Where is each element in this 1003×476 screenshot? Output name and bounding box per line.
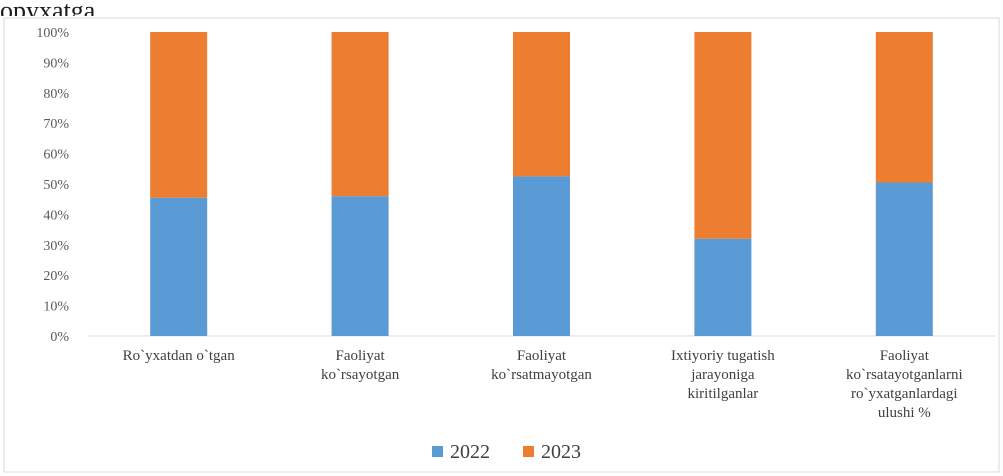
y-tick-label: 80% <box>43 87 69 102</box>
x-category-label: Faoliyat ko`rsatayotganlarni ro`yxatganlar… <box>846 348 963 421</box>
x-category-label-line: ko`rsatayotganlarni <box>846 367 963 383</box>
x-category-label-line: Faoliyat <box>517 348 567 364</box>
legend-label-2023: 2023 <box>541 441 581 463</box>
x-category-label: Ixtiyoriy tugatish jarayoniga kiritilganla… <box>671 348 775 402</box>
y-tick-label: 60% <box>43 148 69 163</box>
bar-2023-5 <box>875 32 933 183</box>
bars <box>150 32 933 336</box>
bar-2023-2 <box>331 32 389 197</box>
legend-swatch-2023 <box>523 446 534 457</box>
x-category-label-line: ro`yxatganlardagi <box>851 386 958 402</box>
x-category-label-line: Faoliyat <box>880 348 930 364</box>
y-tick-label: 40% <box>43 208 69 223</box>
y-tick-label: 90% <box>43 56 69 71</box>
x-category-label-line: ko`rsayotgan <box>321 367 400 383</box>
x-category-label: Faoliyat ko`rsatmayotgan <box>491 348 592 383</box>
bar-2023-4 <box>694 32 752 239</box>
bar-2022-1 <box>150 197 208 336</box>
y-tick-label: 0% <box>50 330 69 345</box>
x-category-label-line: ko`rsatmayotgan <box>491 367 592 383</box>
bar-2022-5 <box>875 182 933 336</box>
cropped-heading-text: opyxatga <box>0 0 96 16</box>
y-axis: 0% 10% 20% 30% 40% 50% 60% 70% 80% 90% 100% <box>36 26 995 345</box>
y-tick-label: 20% <box>43 269 69 284</box>
legend-swatch-2022 <box>432 446 443 457</box>
x-category-label-line: Faoliyat <box>336 348 386 364</box>
bar-2022-3 <box>513 176 570 336</box>
y-tick-label: 50% <box>43 178 69 193</box>
x-category-label: Faoliyat ko`rsayotgan <box>321 348 400 383</box>
bar-2022-2 <box>331 196 389 336</box>
x-category-label: Ro`yxatdan o`tgan <box>123 348 236 364</box>
bar-2022-4 <box>694 238 752 336</box>
y-tick-label: 10% <box>43 300 69 315</box>
legend-label-2022: 2022 <box>450 441 490 463</box>
x-category-label-line: ulushi % <box>878 405 931 421</box>
legend: 2022 2023 <box>432 441 581 463</box>
y-tick-label: 70% <box>43 117 69 132</box>
x-category-label-line: kiritilganlar <box>687 386 758 402</box>
x-axis-labels: Ro`yxatdan o`tgan Faoliyat ko`rsayotganFao… <box>123 348 963 421</box>
bar-2023-1 <box>150 32 208 198</box>
x-category-label-line: Ro`yxatdan o`tgan <box>123 348 236 364</box>
x-category-label-line: Ixtiyoriy tugatish <box>671 348 775 364</box>
x-category-label-line: jarayoniga <box>690 367 755 383</box>
y-tick-label: 100% <box>36 26 69 41</box>
bar-2023-3 <box>513 32 570 177</box>
y-tick-label: 30% <box>43 239 69 254</box>
